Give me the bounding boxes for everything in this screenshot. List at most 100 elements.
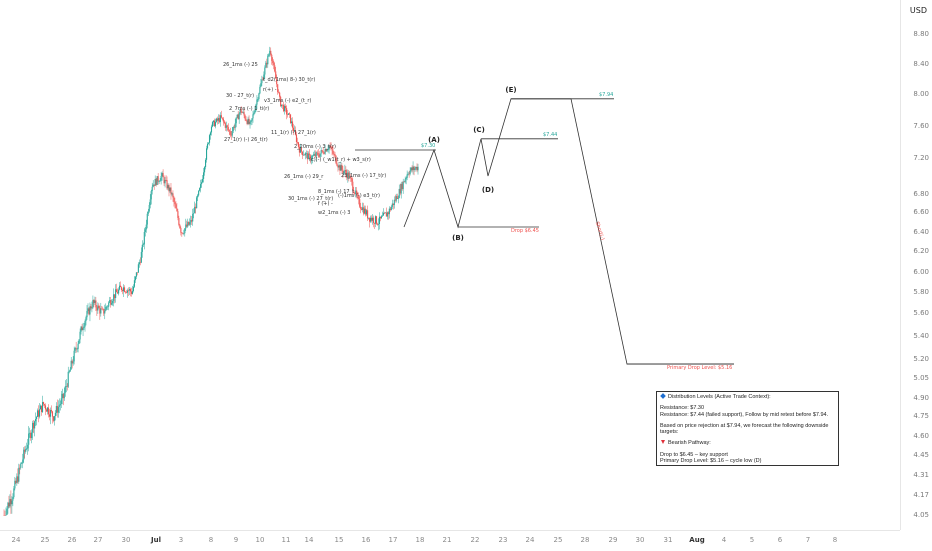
candle-body [362, 207, 364, 211]
candle-body [405, 177, 407, 180]
candle-body [302, 154, 304, 156]
candle-body [203, 172, 205, 179]
time-tick: 25 [40, 536, 50, 544]
time-tick: Jul [151, 536, 161, 544]
candle-body [73, 350, 75, 362]
candle-body [229, 131, 231, 135]
candle-body [213, 120, 216, 127]
candle-body [64, 386, 66, 393]
candle-body [249, 121, 251, 124]
candle-body [206, 148, 208, 160]
candle-body [225, 125, 227, 128]
candle-body [124, 291, 127, 293]
candle-body [48, 414, 51, 417]
candle-body [354, 192, 356, 195]
candle-body [41, 402, 44, 412]
candle-body [122, 290, 124, 292]
price-tick: 6.00 [913, 268, 929, 276]
candle-body [307, 153, 309, 160]
candle-body [59, 404, 61, 406]
candle-body [284, 106, 286, 112]
candle-body [317, 153, 319, 156]
candle-body [306, 153, 308, 160]
candle-body [34, 421, 36, 429]
candle-body [230, 134, 232, 136]
candle-body [207, 142, 210, 144]
candle-body [169, 187, 171, 192]
candle-body [77, 343, 79, 349]
candle-body [127, 290, 130, 292]
price-tick: 4.90 [913, 394, 929, 402]
candle-body [161, 173, 163, 177]
candle-body [381, 215, 383, 217]
candle-body [93, 299, 95, 303]
candle-body [38, 410, 40, 417]
candle-body [246, 120, 248, 124]
candle-body [340, 165, 342, 171]
annotation-label: 30 - 27_t(r) [226, 93, 255, 99]
candle-body [170, 187, 172, 195]
candle-body [147, 211, 149, 214]
candle-body [300, 147, 302, 152]
candle-body [392, 203, 394, 206]
candle-body [312, 155, 314, 156]
candle-body [63, 392, 65, 399]
candle-body [377, 223, 380, 225]
candle-body [247, 118, 249, 124]
candle-body [110, 300, 112, 305]
candle-body [8, 502, 10, 507]
candle-body [179, 224, 181, 229]
candle-body [208, 135, 211, 143]
candle-body [417, 166, 419, 171]
candle-body [11, 500, 13, 505]
candle-body [178, 217, 180, 225]
price-tick: 5.60 [913, 309, 929, 317]
candle-body [241, 112, 243, 114]
candle-body [272, 60, 274, 64]
bearish-title: Bearish Pathway: [668, 440, 711, 447]
candle-body [339, 165, 341, 171]
candle-body [173, 197, 175, 203]
candle-body [344, 170, 346, 172]
candle-body [228, 130, 230, 132]
annotation-label: t_d2(1ms) 8-) 30_t(r) [263, 77, 316, 83]
candle-body [345, 170, 347, 174]
price-chart[interactable] [0, 0, 900, 530]
price-tick: 4.17 [913, 491, 929, 499]
candle-body [112, 300, 114, 304]
candle-body [349, 176, 351, 178]
candle-body [139, 262, 141, 263]
candle-body [350, 176, 352, 179]
price-tick: 7.60 [913, 122, 929, 130]
candle-body [322, 151, 324, 154]
time-tick: 30 [635, 536, 645, 544]
time-tick: 5 [749, 536, 755, 544]
candle-body [388, 208, 390, 215]
candle-body [185, 224, 187, 229]
candle-body [154, 178, 156, 186]
candle-body [196, 197, 198, 209]
candle-body [329, 146, 331, 147]
candle-body [87, 308, 89, 312]
candle-body [26, 448, 28, 450]
candle-body [223, 121, 225, 124]
candle-body [152, 184, 154, 187]
candle-body [82, 327, 84, 331]
price-tick: 5.80 [913, 288, 929, 296]
candle-body [22, 459, 24, 463]
candle-body [115, 289, 117, 299]
price-axis[interactable]: USD 8.80 8.40 8.00 7.60 7.20 6.80 6.60 6.40 6.20… [900, 0, 932, 530]
time-tick: 27 [93, 536, 103, 544]
candle-body [133, 280, 135, 287]
candle-body [113, 294, 115, 301]
candle-body [206, 143, 209, 149]
candle-body [60, 398, 62, 405]
candle-body [132, 286, 134, 292]
candle-body [103, 308, 105, 314]
candle-body [166, 180, 168, 189]
candle-body [45, 409, 48, 412]
candle-body [96, 307, 98, 311]
candle-body [245, 119, 247, 121]
candle-body [4, 515, 6, 516]
time-axis[interactable]: 24 25 26 27 30 Jul 3 8 9 10 11 14 15 16 17 18 21 22 23 24 25… [0, 530, 900, 551]
